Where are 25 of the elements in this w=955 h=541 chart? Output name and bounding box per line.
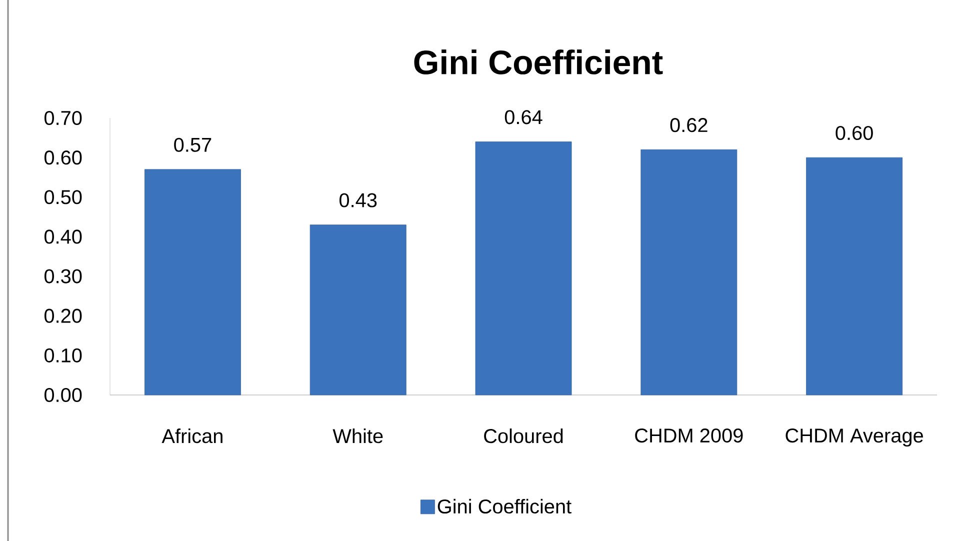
data-label: 0.57 xyxy=(174,138,212,152)
y-tick-label: 0.10 xyxy=(44,348,82,362)
y-tick-label: 0.40 xyxy=(44,230,82,244)
y-tick-label: 0.20 xyxy=(44,308,82,323)
data-label: 0.43 xyxy=(340,193,377,208)
y-tick-label: 0.70 xyxy=(44,110,82,126)
bar xyxy=(144,169,241,396)
y-tick-label: 0.30 xyxy=(44,269,82,284)
x-tick-label: White xyxy=(332,428,383,444)
chart-title: Gini Coefficient xyxy=(414,50,663,74)
legend-label: Gini Coefficient xyxy=(438,498,572,514)
y-tick-label: 0.00 xyxy=(44,388,82,402)
bar xyxy=(640,149,738,396)
data-label: 0.60 xyxy=(836,126,873,140)
bar xyxy=(475,142,572,396)
x-tick-label: Coloured xyxy=(484,428,563,444)
y-tick-label: 0.60 xyxy=(44,150,82,165)
bar xyxy=(310,224,406,396)
x-tick-label: CHDM 2009 xyxy=(635,428,743,443)
data-label: 0.62 xyxy=(670,118,708,132)
y-tick-label: 0.50 xyxy=(44,190,82,204)
x-tick-label: CHDM Average xyxy=(786,428,923,447)
data-label: 0.64 xyxy=(504,110,542,124)
x-tick-label: African xyxy=(162,428,222,444)
bar xyxy=(806,157,903,396)
